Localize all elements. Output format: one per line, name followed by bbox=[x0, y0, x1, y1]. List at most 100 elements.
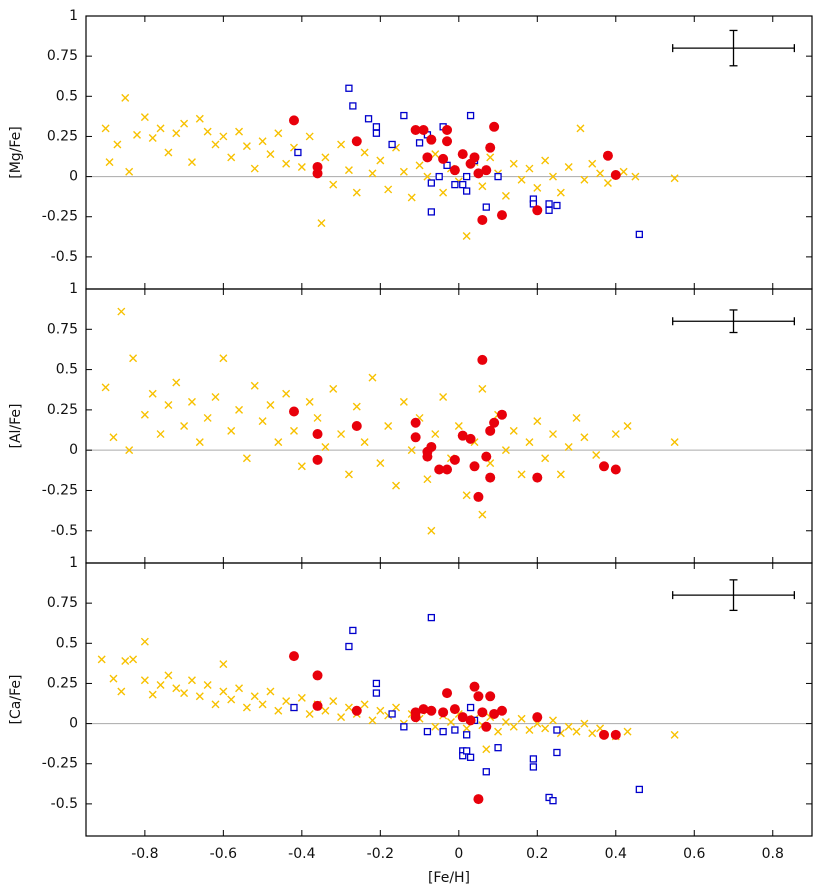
cross-point bbox=[501, 717, 510, 726]
square-point bbox=[459, 180, 467, 189]
cross-point bbox=[235, 127, 244, 136]
cross-point bbox=[478, 182, 487, 191]
square-point bbox=[400, 723, 408, 731]
cross-point bbox=[549, 430, 557, 439]
cross-point bbox=[407, 193, 416, 202]
cross-point bbox=[337, 713, 346, 722]
square-point bbox=[372, 123, 381, 131]
cross-point bbox=[219, 660, 228, 669]
circle-point bbox=[532, 472, 543, 483]
square-point bbox=[463, 747, 471, 755]
cross-point bbox=[392, 703, 401, 712]
circle-point bbox=[485, 142, 496, 153]
circle-point bbox=[485, 472, 496, 483]
y-tick-label: -0.5 bbox=[51, 249, 78, 265]
y-axis-label: [Al/Fe] bbox=[8, 403, 24, 448]
cross-point bbox=[133, 130, 142, 139]
square-point bbox=[553, 726, 561, 734]
cross-point bbox=[431, 722, 440, 731]
square-point bbox=[345, 84, 353, 92]
cross-point bbox=[478, 510, 487, 519]
cross-point bbox=[242, 454, 251, 463]
cross-point bbox=[376, 156, 385, 165]
circle-point bbox=[496, 705, 507, 716]
cross-point bbox=[148, 690, 157, 699]
y-tick-label: 0.5 bbox=[56, 88, 78, 104]
y-tick-label: 0 bbox=[69, 716, 78, 732]
y-tick-label: -0.25 bbox=[42, 756, 78, 772]
circle-point bbox=[496, 409, 507, 420]
cross-point bbox=[195, 438, 204, 447]
square-point bbox=[388, 140, 396, 149]
cross-point bbox=[517, 470, 526, 479]
cross-point bbox=[282, 389, 291, 398]
cross-point bbox=[266, 687, 275, 696]
circle-point bbox=[426, 134, 437, 145]
cross-point bbox=[494, 727, 503, 736]
square-point bbox=[294, 148, 302, 157]
circle-point bbox=[410, 707, 421, 718]
circle-point bbox=[602, 150, 613, 161]
x-tick-label: 0 bbox=[454, 846, 463, 862]
cross-point bbox=[352, 188, 361, 197]
y-tick-label: 0.25 bbox=[47, 128, 78, 144]
y-tick-label: -0.5 bbox=[51, 796, 78, 812]
cross-point bbox=[580, 433, 589, 442]
cross-point bbox=[360, 700, 369, 709]
cross-point bbox=[541, 156, 550, 165]
cross-point bbox=[329, 180, 338, 189]
cross-point bbox=[156, 124, 165, 133]
square-point bbox=[451, 726, 459, 734]
square-point bbox=[439, 727, 447, 736]
cross-point bbox=[670, 438, 679, 447]
circle-point bbox=[469, 681, 480, 692]
cross-point bbox=[211, 700, 220, 709]
square-point bbox=[549, 797, 557, 805]
cross-point bbox=[509, 722, 518, 731]
square-point bbox=[427, 208, 435, 216]
cross-point bbox=[297, 462, 306, 471]
cross-point bbox=[148, 134, 157, 143]
y-tick-label: -0.25 bbox=[42, 482, 78, 498]
y-tick-label: 0.75 bbox=[47, 48, 78, 64]
cross-point bbox=[576, 124, 585, 133]
square-point bbox=[451, 180, 459, 189]
circle-point bbox=[599, 461, 610, 472]
cross-point bbox=[180, 689, 189, 698]
square-point bbox=[553, 201, 561, 210]
circle-point bbox=[485, 425, 496, 436]
cross-point bbox=[572, 413, 581, 422]
square-point bbox=[494, 172, 502, 181]
cross-point bbox=[121, 93, 130, 102]
square-point bbox=[529, 200, 538, 208]
cross-point bbox=[462, 491, 471, 500]
cross-point bbox=[164, 671, 173, 680]
circle-point bbox=[312, 429, 323, 440]
cross-point bbox=[482, 745, 491, 754]
y-tick-label: -0.5 bbox=[51, 523, 78, 539]
circle-point bbox=[351, 705, 362, 716]
cross-point bbox=[501, 446, 510, 455]
circle-point bbox=[473, 491, 484, 502]
circle-point bbox=[442, 464, 453, 475]
square-point bbox=[372, 679, 381, 688]
cross-point bbox=[392, 481, 401, 490]
circle-point bbox=[288, 115, 299, 126]
cross-point bbox=[172, 378, 181, 387]
circle-point bbox=[481, 721, 492, 732]
cross-point bbox=[549, 716, 557, 725]
cross-point bbox=[533, 417, 542, 426]
circle-point bbox=[599, 729, 610, 740]
cross-point bbox=[329, 697, 338, 706]
square-point bbox=[345, 642, 353, 651]
cross-point bbox=[297, 162, 306, 171]
x-tick-label: -0.2 bbox=[367, 846, 394, 862]
y-axis-label: [Mg/Fe] bbox=[8, 126, 24, 179]
cross-point bbox=[670, 174, 679, 183]
cross-point bbox=[211, 392, 220, 401]
square-point bbox=[372, 129, 381, 137]
x-tick-label: 0.6 bbox=[683, 846, 705, 862]
cross-point bbox=[250, 164, 259, 173]
cross-point bbox=[219, 132, 228, 141]
